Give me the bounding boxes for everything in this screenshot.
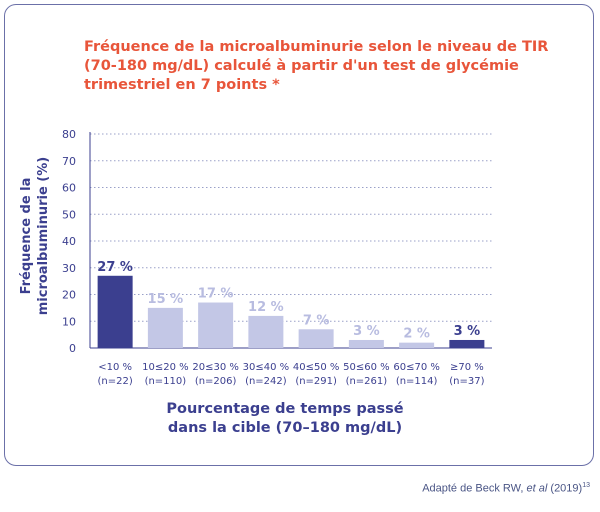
bar-value-label: 17 % xyxy=(198,287,234,302)
bar-value-label: 3 % xyxy=(454,324,481,339)
y-tick-label: 70 xyxy=(62,155,76,168)
x-tick-count-label: (n=261) xyxy=(346,376,388,387)
x-tick-count-label: (n=37) xyxy=(449,376,484,387)
x-tick-count-label: (n=242) xyxy=(245,376,287,387)
source-reference: 13 xyxy=(582,482,590,489)
x-tick-label: 40≤50 % xyxy=(293,362,340,373)
bar-value-label: 2 % xyxy=(403,327,430,342)
x-tick-count-label: (n=22) xyxy=(98,376,133,387)
y-tick-label: 20 xyxy=(62,289,76,302)
y-tick-label: 80 xyxy=(62,128,76,141)
bar xyxy=(198,302,234,348)
y-tick-label: 10 xyxy=(62,315,76,328)
chart-card xyxy=(4,4,594,466)
bar xyxy=(298,329,334,348)
y-tick-label: 0 xyxy=(69,342,76,355)
x-axis-label-line-1: Pourcentage de temps passé xyxy=(166,401,404,417)
x-tick-label: 30≤40 % xyxy=(243,362,290,373)
y-tick-label: 50 xyxy=(62,208,76,221)
source-etal: et al xyxy=(526,482,548,495)
x-tick-label: <10 % xyxy=(98,362,132,373)
bar xyxy=(348,339,384,348)
y-tick-label: 40 xyxy=(62,235,76,248)
source-year: (2019) xyxy=(547,482,583,495)
x-tick-label: ≥70 % xyxy=(450,362,484,373)
x-tick-label: 50≤60 % xyxy=(343,362,390,373)
x-tick-label: 60≤70 % xyxy=(393,362,440,373)
bar xyxy=(399,342,435,348)
bar xyxy=(449,339,485,348)
y-tick-label: 60 xyxy=(62,182,76,195)
x-axis-label-line-2: dans la cible (70–180 mg/dL) xyxy=(167,420,403,436)
x-tick-label: 20≤30 % xyxy=(192,362,239,373)
x-tick-count-label: (n=206) xyxy=(195,376,237,387)
bar-value-label: 7 % xyxy=(303,313,330,328)
x-tick-label: 10≤20 % xyxy=(142,362,189,373)
bar-value-label: 27 % xyxy=(97,260,133,275)
source-citation: Adapté de Beck RW, et al (2019)13 xyxy=(422,482,590,495)
x-tick-count-label: (n=110) xyxy=(145,376,187,387)
bar-value-label: 3 % xyxy=(353,324,380,339)
x-tick-count-label: (n=291) xyxy=(295,376,337,387)
chart-title: Fréquence de la microalbuminurie selon l… xyxy=(84,39,549,93)
bar xyxy=(248,315,284,348)
source-prefix: Adapté de Beck RW, xyxy=(422,482,527,495)
x-axis-label: Pourcentage de temps passé dans la cible… xyxy=(155,400,415,438)
y-tick-label: 30 xyxy=(62,262,76,275)
bar xyxy=(97,275,133,348)
x-tick-count-label: (n=114) xyxy=(396,376,438,387)
bar-value-label: 15 % xyxy=(148,292,184,307)
bar xyxy=(147,307,183,348)
bar-value-label: 12 % xyxy=(248,300,284,315)
